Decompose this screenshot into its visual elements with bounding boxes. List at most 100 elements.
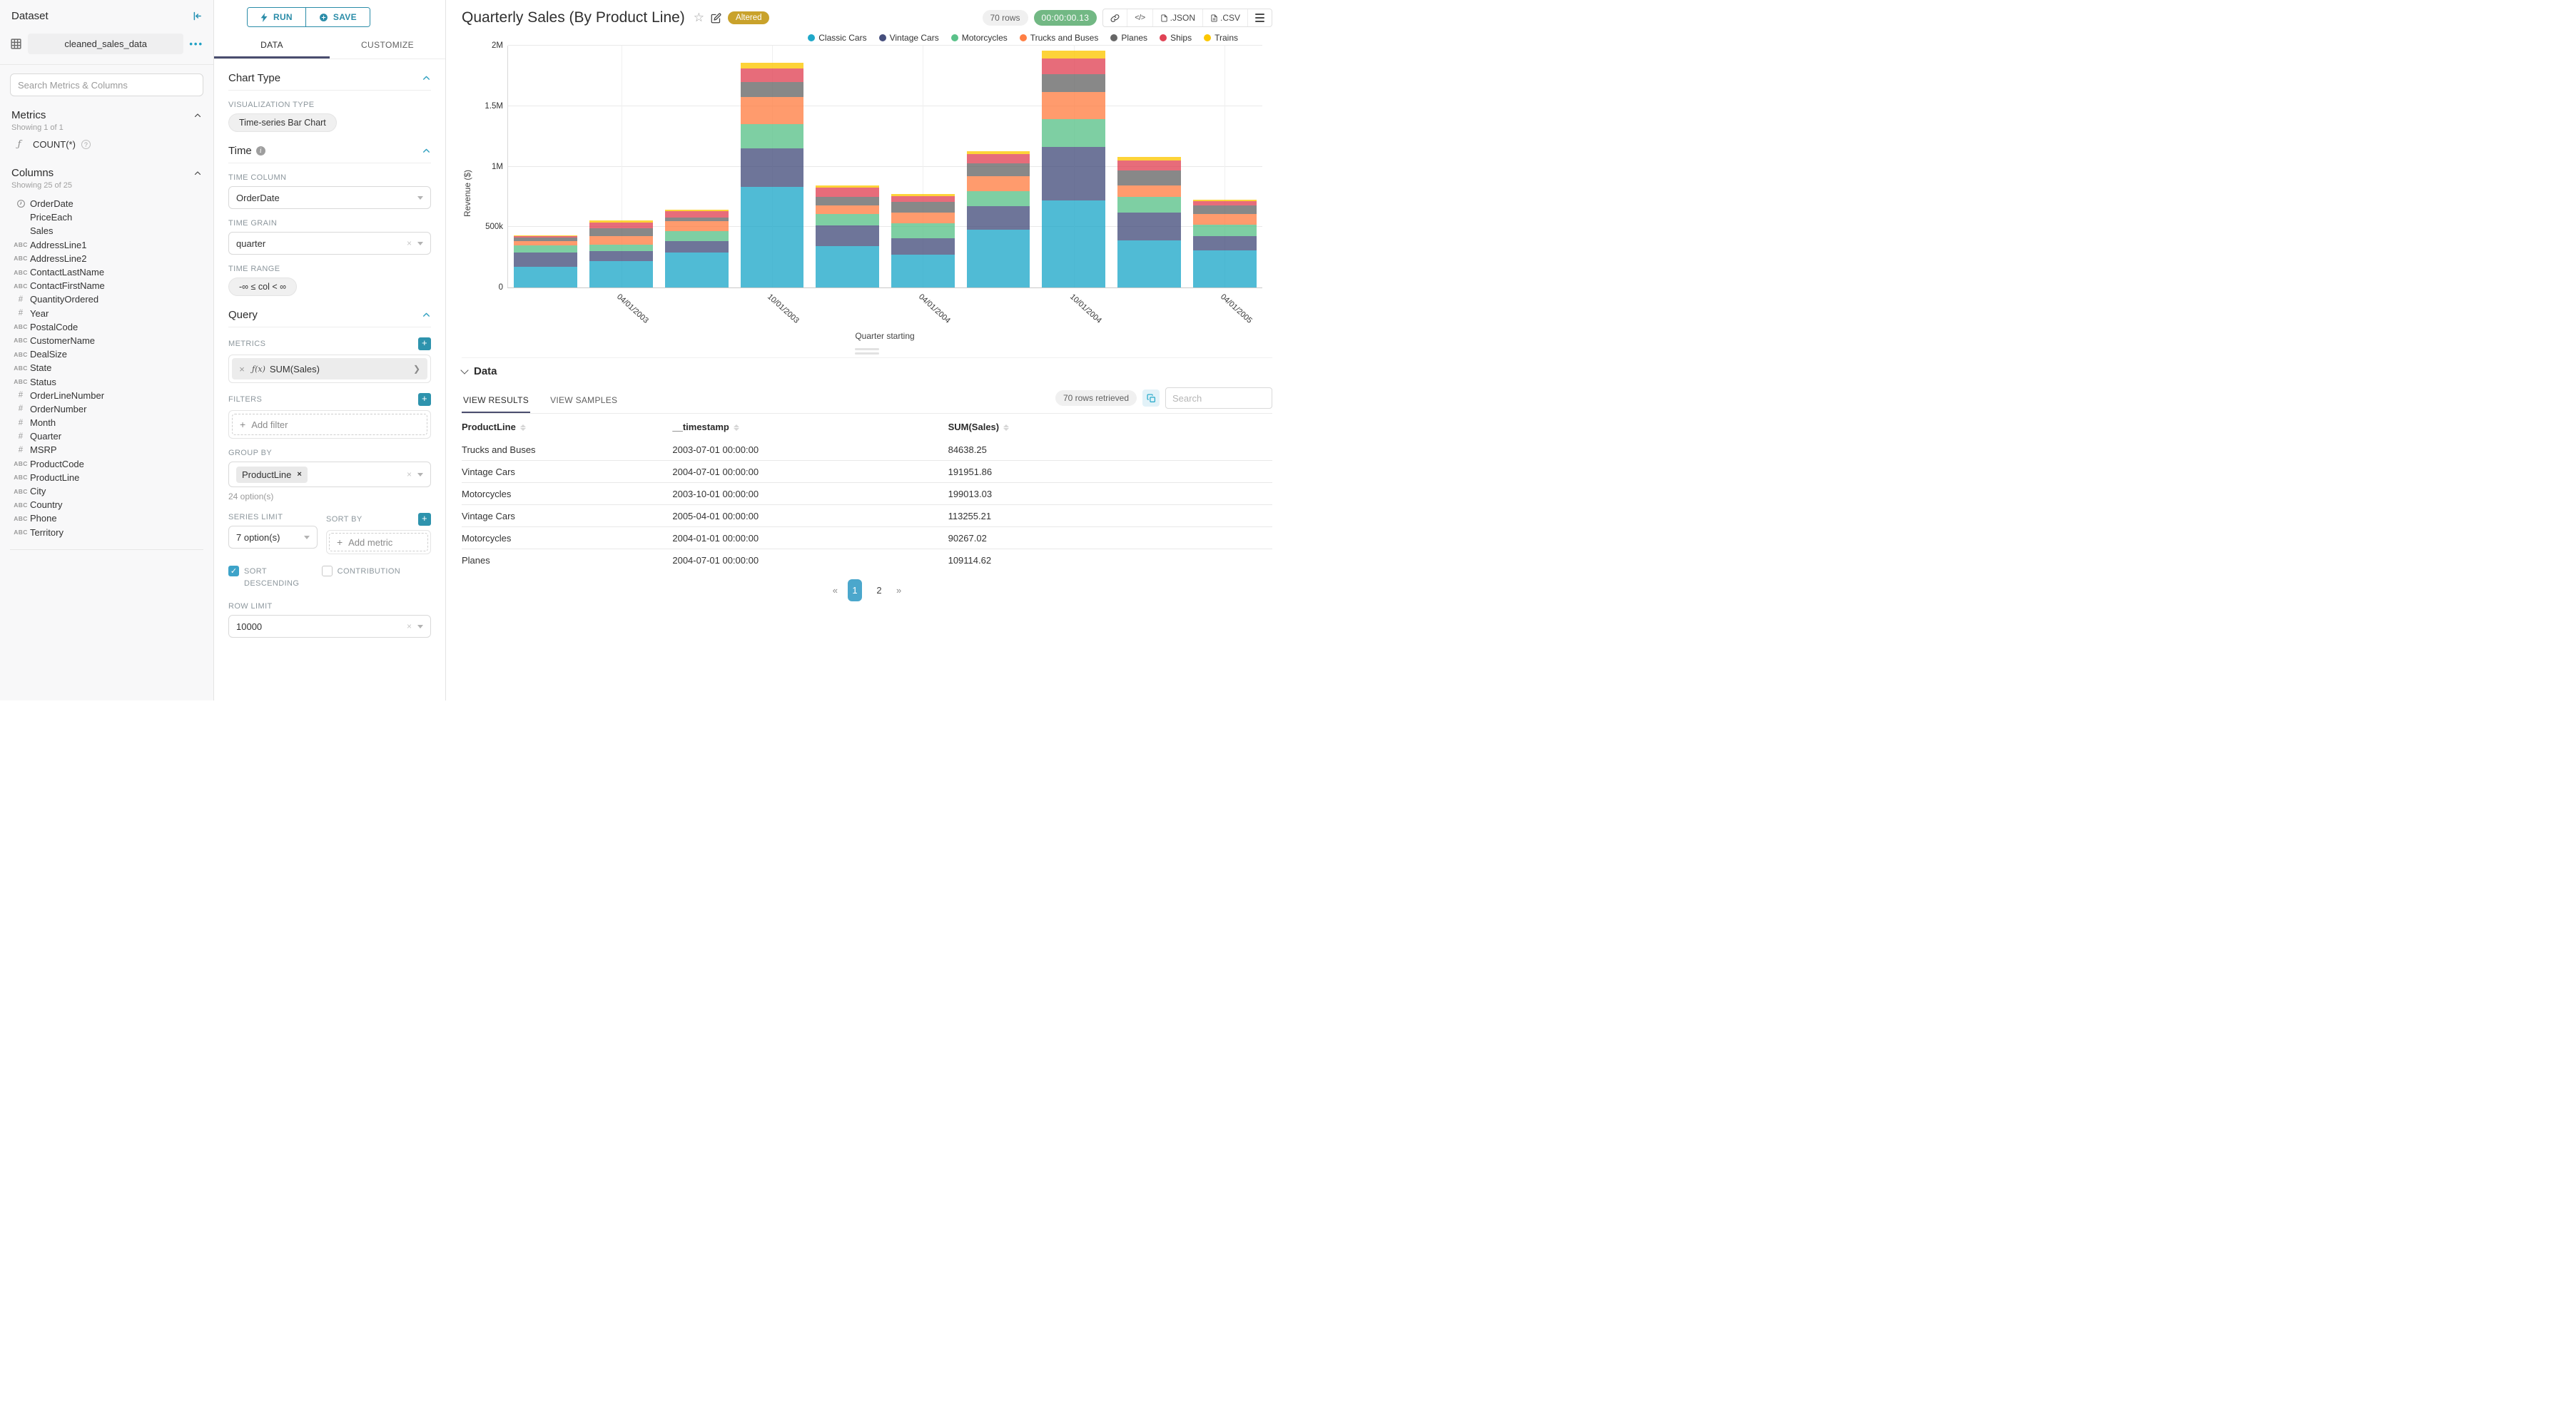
bar-segment-motorcycles[interactable] — [816, 214, 880, 225]
bar-segment-motorcycles[interactable] — [966, 191, 1030, 207]
stacked-bar[interactable] — [966, 151, 1030, 287]
stacked-bar[interactable] — [664, 209, 729, 287]
stacked-bar[interactable] — [1042, 50, 1106, 287]
bar-segment-ships[interactable] — [1042, 58, 1106, 74]
favorite-star-icon[interactable]: ☆ — [693, 11, 705, 24]
legend-item[interactable]: Planes — [1110, 33, 1147, 43]
bar-segment-classic-cars[interactable] — [816, 245, 880, 287]
column-item[interactable]: ABC ContactFirstName — [0, 279, 213, 292]
add-sort-metric-icon[interactable]: + — [418, 513, 431, 526]
column-item[interactable]: OrderDate — [0, 197, 213, 210]
bar-segment-trains[interactable] — [816, 185, 880, 188]
edit-title-icon[interactable] — [711, 13, 721, 24]
stacked-bar[interactable] — [589, 220, 653, 287]
visualization-type-value[interactable]: Time-series Bar Chart — [228, 113, 337, 132]
clear-icon[interactable]: × — [406, 621, 412, 631]
tab-view-samples[interactable]: VIEW SAMPLES — [550, 395, 618, 405]
add-filter-button[interactable]: + Add filter — [232, 414, 427, 435]
bar-segment-trains[interactable] — [740, 62, 804, 68]
bar-segment-ships[interactable] — [966, 154, 1030, 163]
save-button[interactable]: SAVE — [305, 8, 370, 26]
bar-segment-trains[interactable] — [1042, 50, 1106, 58]
bar-segment-motorcycles[interactable] — [514, 245, 578, 253]
group-by-select[interactable]: ProductLine × × — [228, 462, 431, 487]
column-item[interactable]: ABC AddressLine2 — [0, 252, 213, 265]
bar-segment-planes[interactable] — [966, 163, 1030, 177]
bar-segment-motorcycles[interactable] — [740, 124, 804, 149]
tab-view-results[interactable]: VIEW RESULTS — [462, 389, 531, 413]
bar-segment-ships[interactable] — [740, 68, 804, 83]
sidebar-search-input[interactable] — [10, 73, 203, 96]
bar-segment-trucks-and-buses[interactable] — [1192, 214, 1257, 225]
export-csv-button[interactable]: .CSV — [1202, 9, 1247, 26]
stacked-bar[interactable] — [1117, 156, 1181, 287]
table-row[interactable]: Vintage Cars 2005-04-01 00:00:00 113255.21 — [462, 504, 1272, 527]
bar-segment-motorcycles[interactable] — [1117, 197, 1181, 213]
query-collapse-icon[interactable] — [422, 310, 431, 320]
remove-chip-icon[interactable]: × — [297, 470, 302, 479]
bar-segment-trucks-and-buses[interactable] — [891, 213, 955, 224]
column-item[interactable]: # OrderNumber — [0, 402, 213, 416]
bar-segment-trains[interactable] — [966, 151, 1030, 155]
bar-segment-planes[interactable] — [891, 201, 955, 213]
bar-segment-trains[interactable] — [1192, 199, 1257, 202]
bar-segment-trucks-and-buses[interactable] — [816, 205, 880, 215]
column-item[interactable]: # Month — [0, 416, 213, 429]
bar-segment-planes[interactable] — [740, 82, 804, 98]
bar-segment-planes[interactable] — [589, 228, 653, 237]
bar-segment-planes[interactable] — [1117, 170, 1181, 186]
column-item[interactable]: ABC State — [0, 361, 213, 375]
results-search-input[interactable] — [1165, 387, 1272, 409]
column-item[interactable]: ABC ContactLastName — [0, 265, 213, 279]
bar-segment-motorcycles[interactable] — [589, 245, 653, 251]
bar-segment-vintage-cars[interactable] — [816, 225, 880, 246]
share-link-button[interactable] — [1103, 9, 1127, 26]
tab-customize[interactable]: CUSTOMIZE — [360, 40, 415, 50]
bar-segment-vintage-cars[interactable] — [740, 148, 804, 188]
bar-segment-motorcycles[interactable] — [664, 231, 729, 242]
prev-page-button[interactable]: « — [832, 585, 838, 596]
bar-segment-motorcycles[interactable] — [1042, 119, 1106, 148]
bar-segment-vintage-cars[interactable] — [589, 250, 653, 262]
column-item[interactable]: ABC Country — [0, 498, 213, 511]
column-item[interactable]: ABC DealSize — [0, 347, 213, 361]
table-row[interactable]: Planes 2004-07-01 00:00:00 109114.62 — [462, 549, 1272, 571]
column-item[interactable]: # Quarter — [0, 429, 213, 443]
column-item[interactable]: # OrderLineNumber — [0, 389, 213, 402]
column-item[interactable]: Sales — [0, 224, 213, 238]
bar-segment-ships[interactable] — [514, 236, 578, 238]
tab-data[interactable]: DATA — [214, 33, 330, 58]
column-item[interactable]: ABC ProductCode — [0, 457, 213, 471]
legend-item[interactable]: Trains — [1204, 33, 1238, 43]
bar-segment-planes[interactable] — [1192, 205, 1257, 215]
bar-segment-classic-cars[interactable] — [664, 253, 729, 287]
time-collapse-icon[interactable] — [422, 146, 431, 156]
column-item[interactable]: ABC Territory — [0, 526, 213, 539]
bar-segment-trains[interactable] — [1117, 156, 1181, 161]
bar-segment-vintage-cars[interactable] — [664, 241, 729, 253]
add-filter-icon[interactable]: + — [418, 393, 431, 406]
copy-data-button[interactable] — [1142, 389, 1160, 407]
bar-segment-classic-cars[interactable] — [740, 187, 804, 287]
panel-resize-handle[interactable] — [851, 348, 883, 355]
metrics-collapse-icon[interactable] — [193, 111, 202, 120]
altered-badge[interactable]: Altered — [728, 11, 770, 24]
bar-segment-planes[interactable] — [514, 238, 578, 241]
chart-menu-button[interactable] — [1247, 9, 1272, 26]
add-sort-metric-button[interactable]: + Add metric — [328, 533, 428, 551]
bar-segment-trains[interactable] — [891, 193, 955, 197]
series-limit-select[interactable]: 7 option(s) — [228, 526, 318, 549]
dataset-name[interactable]: cleaned_sales_data — [28, 34, 184, 54]
column-item[interactable]: ABC CustomerName — [0, 334, 213, 347]
bar-segment-classic-cars[interactable] — [1117, 240, 1181, 287]
column-header[interactable]: __timestamp — [672, 415, 948, 439]
stacked-bar[interactable] — [1192, 199, 1257, 287]
bar-segment-trucks-and-buses[interactable] — [966, 176, 1030, 192]
bar-segment-trucks-and-buses[interactable] — [1042, 92, 1106, 120]
bar-segment-classic-cars[interactable] — [1042, 200, 1106, 287]
sort-descending-checkbox[interactable]: ✓ SORT DESCENDING — [228, 566, 322, 589]
bar-segment-trains[interactable] — [589, 220, 653, 223]
group-by-chip[interactable]: ProductLine × — [236, 466, 308, 483]
time-column-select[interactable]: OrderDate — [228, 186, 431, 209]
table-row[interactable]: Trucks and Buses 2003-07-01 00:00:00 84638… — [462, 439, 1272, 461]
